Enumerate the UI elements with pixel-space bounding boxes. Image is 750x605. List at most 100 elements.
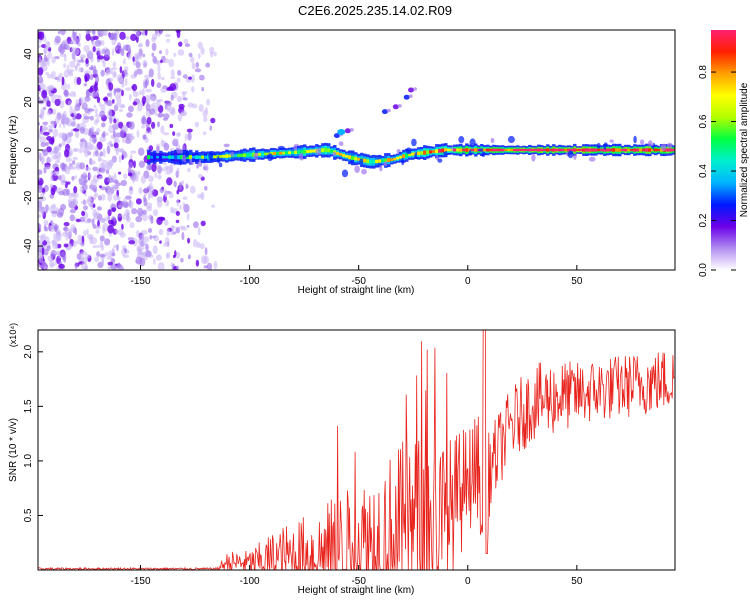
carrier-core bbox=[261, 152, 265, 156]
noise-speck bbox=[144, 79, 148, 87]
noise-speck bbox=[155, 60, 162, 66]
noise-speck bbox=[42, 148, 49, 157]
noise-speck bbox=[138, 238, 142, 244]
noise-speck bbox=[45, 226, 48, 232]
streak-blob bbox=[381, 109, 388, 115]
noise-speck bbox=[113, 142, 119, 149]
noise-speck bbox=[176, 95, 183, 103]
noise-speck bbox=[51, 239, 58, 245]
carrier-core bbox=[519, 148, 523, 151]
carrier-sidelobe bbox=[208, 152, 214, 160]
noise-speck bbox=[135, 61, 141, 69]
noise-speck bbox=[61, 168, 67, 172]
noise-speck bbox=[76, 239, 82, 245]
noise-speck bbox=[72, 31, 77, 37]
noise-speck bbox=[140, 175, 147, 184]
noise-speck bbox=[89, 115, 94, 121]
noise-speck bbox=[135, 30, 140, 38]
noise-speck bbox=[51, 56, 56, 64]
noise-speck bbox=[175, 219, 180, 224]
carrier-core bbox=[624, 148, 628, 152]
carrier-core bbox=[195, 155, 199, 160]
noise-speck bbox=[191, 86, 195, 93]
noise-speck bbox=[118, 121, 124, 129]
carrier-core bbox=[309, 149, 313, 153]
noise-speck bbox=[90, 186, 94, 190]
noise-speck bbox=[96, 251, 100, 257]
noise-speck bbox=[91, 135, 97, 144]
noise-speck bbox=[132, 237, 138, 247]
noise-speck bbox=[160, 86, 167, 93]
noise-speck bbox=[133, 173, 139, 182]
noise-speck bbox=[66, 64, 70, 73]
noise-speck bbox=[122, 254, 130, 258]
carrier-sidelobe bbox=[163, 142, 170, 151]
noise-speck bbox=[85, 58, 89, 64]
noise-speck bbox=[52, 108, 56, 116]
noise-speck bbox=[130, 74, 137, 79]
noise-speck bbox=[127, 172, 133, 177]
carrier-core bbox=[504, 148, 508, 152]
carrier-core bbox=[459, 148, 463, 152]
noise-speck bbox=[102, 97, 108, 102]
noise-speck bbox=[84, 166, 92, 172]
carrier-core bbox=[657, 148, 661, 152]
carrier-core bbox=[576, 148, 580, 151]
noise-speck bbox=[58, 132, 66, 139]
noise-speck bbox=[130, 33, 137, 42]
noise-speck bbox=[66, 118, 73, 127]
noise-speck bbox=[93, 83, 98, 92]
noise-speck bbox=[99, 235, 105, 242]
carrier-sidelobe bbox=[633, 135, 637, 144]
carrier-core bbox=[648, 148, 652, 152]
noise-speck bbox=[80, 251, 88, 256]
harmonic-streak bbox=[333, 87, 417, 139]
carrier-core bbox=[384, 158, 388, 163]
carrier-sidelobe bbox=[667, 142, 673, 148]
noise-speck bbox=[75, 218, 81, 223]
carrier-core bbox=[651, 148, 655, 152]
carrier-core bbox=[300, 150, 304, 154]
spectrogram-x-ticks: -150 -100 -50 0 50 bbox=[131, 265, 583, 287]
noise-speck bbox=[127, 45, 131, 54]
noise-speck bbox=[171, 225, 175, 232]
noise-speck bbox=[199, 243, 205, 250]
snr-y-axis-label: SNR (10 * v/v) bbox=[8, 418, 19, 482]
noise-speck bbox=[167, 86, 174, 91]
noise-speck bbox=[163, 58, 170, 64]
noise-speck bbox=[165, 171, 172, 175]
carrier-core bbox=[192, 155, 196, 159]
noise-speck bbox=[193, 238, 198, 248]
noise-speck bbox=[46, 109, 52, 116]
noise-speck bbox=[116, 74, 124, 83]
noise-speck bbox=[41, 247, 45, 256]
noise-speck bbox=[90, 64, 94, 71]
colorbar-gradient bbox=[711, 30, 736, 270]
noise-speck bbox=[72, 47, 80, 56]
noise-speck bbox=[131, 208, 138, 215]
noise-speck bbox=[181, 110, 188, 117]
carrier-sidelobe bbox=[361, 168, 367, 175]
noise-speck bbox=[149, 186, 155, 194]
colorbar-ticks: 0.0 0.2 0.4 0.6 0.8 bbox=[698, 65, 736, 277]
noise-speck bbox=[97, 220, 100, 228]
noise-speck bbox=[175, 30, 181, 34]
y-tick-label: 0.5 bbox=[23, 508, 34, 522]
noise-speck bbox=[67, 45, 71, 51]
carrier-core bbox=[507, 148, 511, 152]
carrier-core bbox=[582, 148, 586, 152]
noise-speck bbox=[169, 163, 173, 173]
noise-speck bbox=[188, 254, 191, 260]
streak-blob bbox=[397, 104, 402, 108]
carrier-core bbox=[393, 157, 397, 161]
colorbar-tick-label: 0.6 bbox=[698, 114, 709, 128]
carrier-core bbox=[306, 150, 310, 153]
noise-speck bbox=[84, 95, 91, 102]
noise-speck bbox=[99, 185, 102, 189]
carrier-core bbox=[228, 154, 232, 158]
noise-speck bbox=[135, 215, 143, 223]
noise-speck bbox=[193, 221, 199, 229]
carrier-core bbox=[549, 148, 553, 152]
carrier-sidelobe bbox=[531, 153, 536, 162]
